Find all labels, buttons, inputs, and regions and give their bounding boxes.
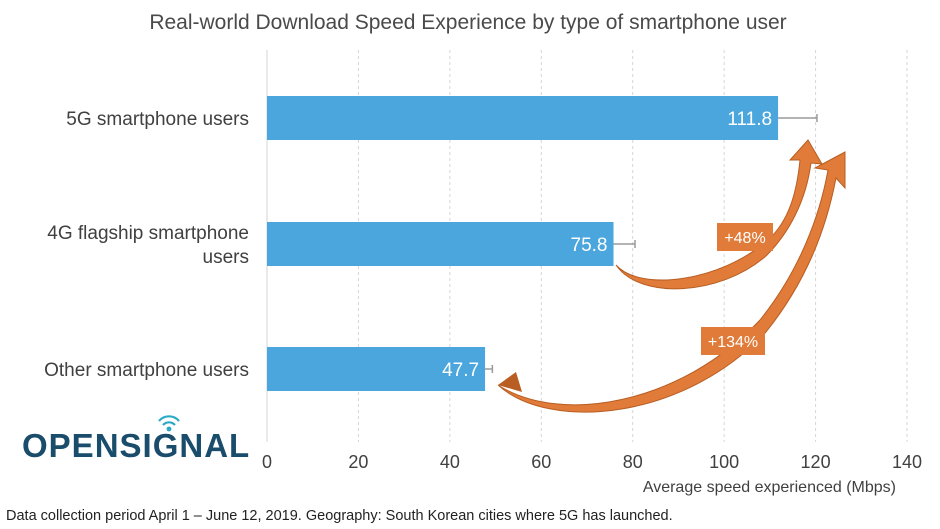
- bars: [267, 96, 818, 391]
- x-tick-label: 100: [709, 452, 739, 472]
- category-label: 5G smartphone users: [66, 109, 249, 130]
- x-axis-label: Average speed experienced (Mbps): [643, 479, 896, 496]
- data-label: 111.8: [727, 109, 772, 130]
- logo-text: OPENSIGNAL: [22, 427, 250, 464]
- x-tick-label: 20: [348, 452, 368, 472]
- growth-badge-label: +134%: [708, 334, 758, 351]
- data-label: 47.7: [442, 360, 479, 381]
- growth-arrow-134: [497, 151, 846, 413]
- growth-badge-label: +48%: [724, 230, 765, 247]
- growth-arrows: +48% +134%: [497, 139, 846, 413]
- growth-badge: [701, 327, 765, 355]
- category-label: users: [203, 247, 249, 268]
- x-tick-label: 80: [623, 452, 643, 472]
- x-tick-label: 60: [531, 452, 551, 472]
- bar: [267, 222, 614, 266]
- category-label: Other smartphone users: [44, 360, 249, 381]
- labels: 0 20 40 60 80 100 120 140 111.8 5G smartphone use…: [44, 109, 922, 472]
- x-tick-label: 0: [262, 452, 272, 472]
- opensignal-logo: OPENSIGNAL: [22, 415, 250, 464]
- growth-badge: [717, 223, 773, 251]
- data-label: 75.8: [571, 235, 608, 256]
- x-tick-label: 140: [892, 452, 922, 472]
- growth-arrow-134-tail: [498, 372, 522, 392]
- x-tick-label: 120: [801, 452, 831, 472]
- signal-waves-icon: [158, 415, 180, 432]
- footnote: Data collection period April 1 – June 12…: [6, 508, 673, 524]
- bar: [267, 347, 486, 391]
- category-label: 4G flagship smartphone: [47, 223, 249, 244]
- x-tick-label: 40: [440, 452, 460, 472]
- growth-arrow-48: [615, 139, 823, 290]
- chart-title: Real-world Download Speed Experience by …: [149, 11, 786, 34]
- bar: [267, 96, 779, 140]
